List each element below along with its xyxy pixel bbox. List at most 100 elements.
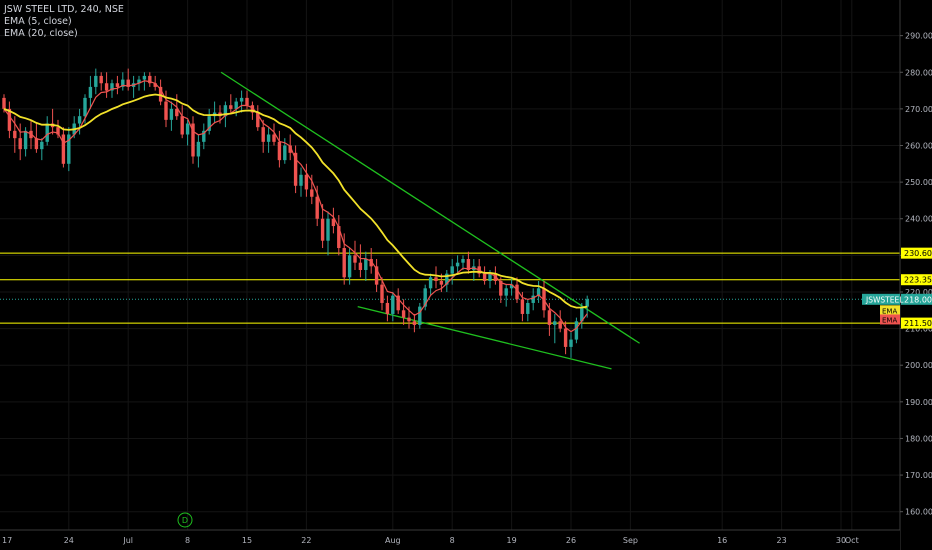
candle-body bbox=[380, 284, 384, 303]
current-price-label-text: 218.00 bbox=[904, 295, 932, 304]
candle-body bbox=[191, 123, 195, 157]
candle-body bbox=[266, 134, 271, 142]
candle-body bbox=[450, 266, 454, 274]
candle-body bbox=[45, 123, 49, 142]
time-tick-label: 22 bbox=[301, 536, 311, 545]
price-tick-label: 160.00 bbox=[905, 508, 932, 517]
legend-symbol: JSW STEEL LTD, 240, NSE bbox=[4, 4, 124, 15]
candle-body bbox=[180, 116, 184, 135]
time-tick-label: 16 bbox=[717, 536, 727, 545]
legend-ema-slow: EMA (20, close) bbox=[4, 28, 78, 39]
time-tick-label: 26 bbox=[566, 536, 576, 545]
candle-body bbox=[482, 273, 487, 281]
candle-body bbox=[77, 116, 82, 124]
candle-body bbox=[99, 75, 103, 84]
price-tick-label: 240.00 bbox=[905, 215, 932, 224]
ema-fast-tag-text: EMA bbox=[882, 316, 897, 324]
dividend-marker-label: D bbox=[182, 516, 188, 525]
candle-body bbox=[34, 138, 39, 150]
candle-body bbox=[175, 108, 179, 117]
candle-body bbox=[239, 97, 244, 102]
candle-body bbox=[374, 266, 379, 285]
ema-slow-line bbox=[3, 93, 588, 309]
candle-body bbox=[439, 280, 444, 285]
candle-body bbox=[288, 145, 292, 153]
candle-body bbox=[385, 302, 390, 314]
candle-body bbox=[369, 259, 373, 267]
candle-body bbox=[142, 75, 147, 80]
current-price-label-bg bbox=[901, 293, 932, 305]
candle-body bbox=[148, 75, 152, 84]
candle-body bbox=[121, 79, 125, 87]
time-tick-label: 30 bbox=[836, 536, 846, 545]
candle-body bbox=[401, 310, 406, 318]
candle-body bbox=[126, 79, 130, 87]
candle-body bbox=[88, 86, 93, 98]
candle-body bbox=[83, 97, 87, 117]
candle-body bbox=[245, 97, 249, 106]
candle-body bbox=[455, 262, 460, 267]
candle-body bbox=[391, 295, 395, 314]
price-tick-label: 200.00 bbox=[905, 361, 932, 370]
symbol-tag-bg bbox=[862, 293, 900, 305]
price-tick-label: 280.00 bbox=[905, 68, 932, 77]
candle-body bbox=[158, 86, 163, 102]
candle-body bbox=[234, 101, 238, 109]
candle-body bbox=[261, 127, 265, 142]
candle-body bbox=[569, 339, 573, 347]
candle-body bbox=[396, 295, 400, 311]
candle-body bbox=[7, 108, 12, 131]
candle-body bbox=[574, 321, 579, 340]
price-tick-label: 250.00 bbox=[905, 178, 932, 187]
candle-body bbox=[202, 130, 206, 142]
level-label-230-60-bg bbox=[901, 247, 932, 259]
candle-body bbox=[331, 218, 336, 227]
ema-slow-tag-text: EMA bbox=[882, 307, 897, 315]
candle-body bbox=[509, 284, 514, 289]
candle-body bbox=[580, 306, 584, 322]
candle-body bbox=[423, 288, 427, 307]
price-tick-label: 170.00 bbox=[905, 471, 932, 480]
candle-body bbox=[342, 248, 346, 278]
candle-body bbox=[137, 79, 141, 84]
time-axis-bg bbox=[0, 530, 900, 550]
candles bbox=[2, 68, 589, 358]
candle-body bbox=[353, 255, 357, 263]
time-tick-label: 8 bbox=[450, 536, 455, 545]
candle-body bbox=[547, 310, 552, 325]
candle-body bbox=[358, 262, 363, 270]
candle-body bbox=[185, 123, 190, 135]
candle-body bbox=[67, 134, 71, 164]
time-tick-label: Aug bbox=[385, 536, 401, 545]
candle-body bbox=[18, 138, 22, 150]
grid bbox=[0, 0, 900, 530]
horizontal-levels bbox=[0, 252, 900, 324]
price-tick-label: 220.00 bbox=[905, 288, 932, 297]
dividend-marker-circle[interactable] bbox=[177, 512, 193, 528]
legend-ema-fast: EMA (5, close) bbox=[4, 16, 72, 27]
time-tick-label: 23 bbox=[777, 536, 787, 545]
candle-body bbox=[364, 259, 368, 270]
candle-body bbox=[272, 134, 276, 142]
dividend-marker[interactable]: D bbox=[177, 512, 193, 528]
candle-body bbox=[320, 218, 325, 241]
candle-body bbox=[531, 295, 535, 303]
candle-body bbox=[256, 112, 260, 128]
candle-body bbox=[104, 83, 109, 91]
candle-body bbox=[445, 273, 449, 285]
candle-body bbox=[337, 226, 341, 249]
candle-body bbox=[61, 134, 66, 164]
candle-body bbox=[418, 306, 422, 325]
candle-body bbox=[488, 273, 492, 281]
candle-body bbox=[585, 299, 589, 307]
candle-body bbox=[164, 101, 168, 120]
candle-body bbox=[504, 288, 508, 296]
candle-body bbox=[115, 83, 120, 87]
time-tick-label: 17 bbox=[2, 536, 12, 545]
time-tick-label: 24 bbox=[64, 536, 74, 545]
time-tick-label: Jul bbox=[122, 536, 133, 545]
candle-body bbox=[461, 259, 465, 263]
